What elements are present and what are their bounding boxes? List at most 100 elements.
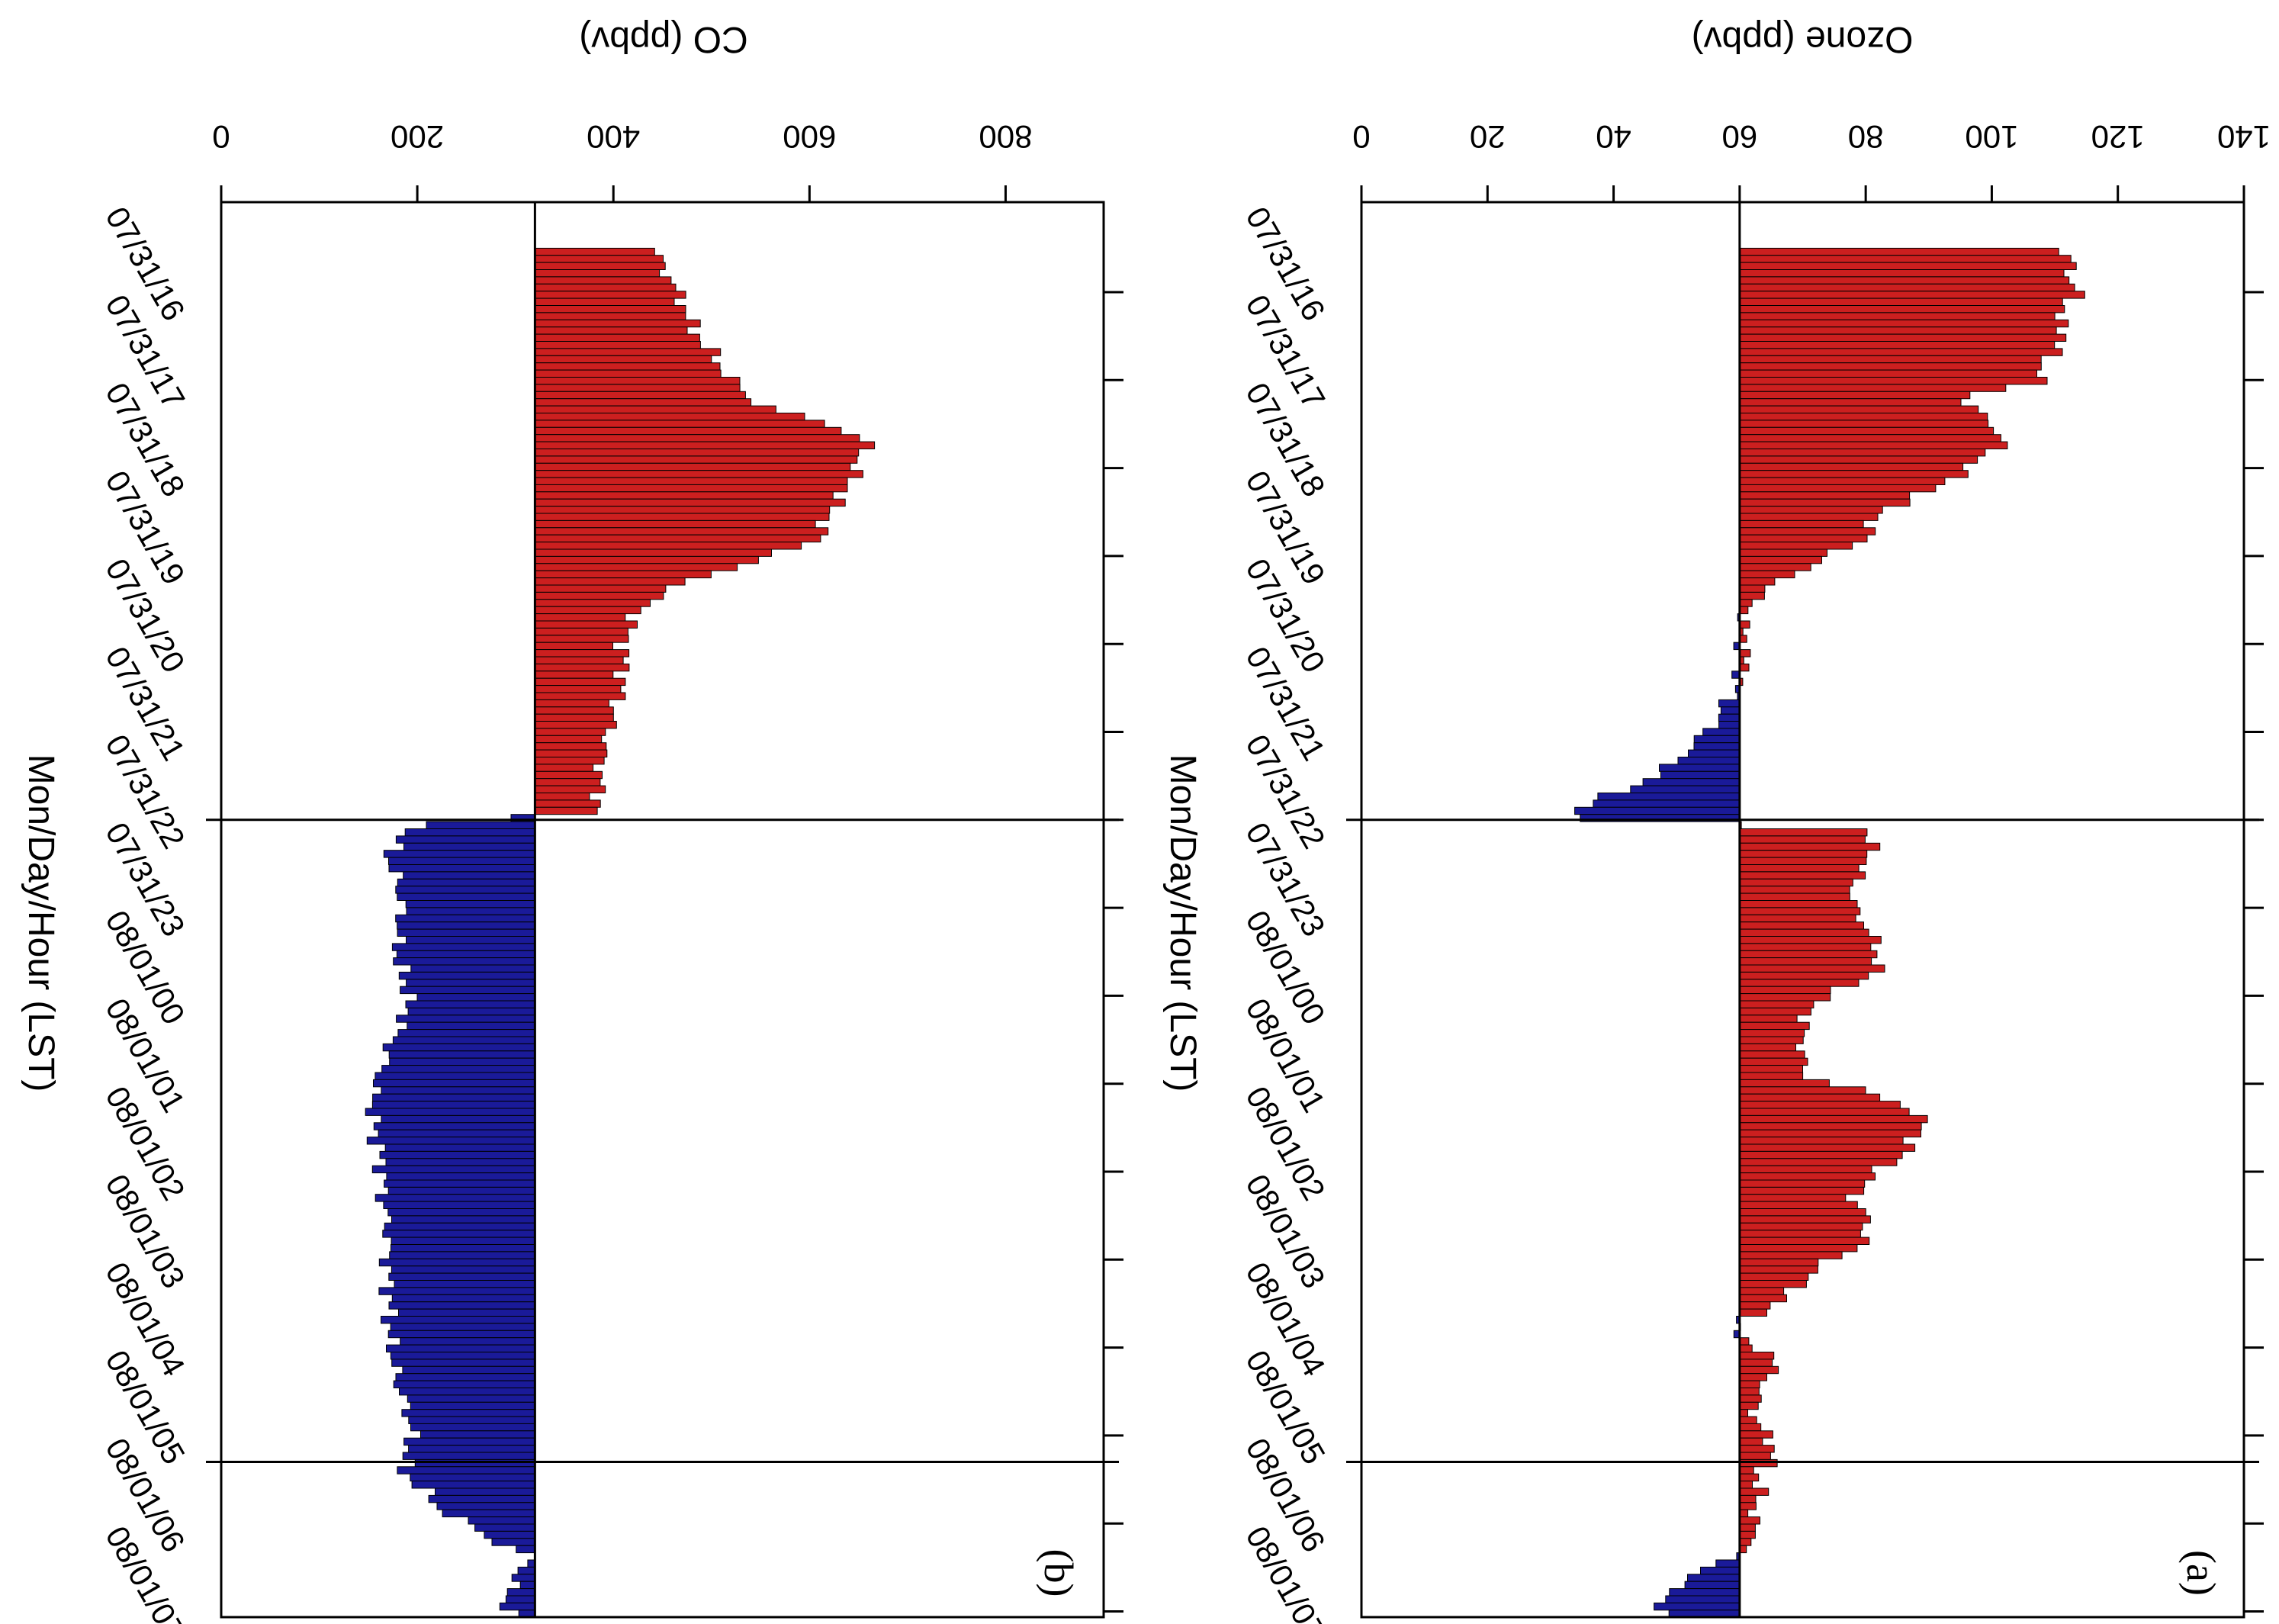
ozone-bar	[1739, 1523, 1756, 1532]
co-bar	[395, 835, 535, 844]
ozone-bars	[1574, 247, 2085, 1618]
co-bar	[365, 1108, 535, 1116]
ozone-bar	[1739, 1445, 1775, 1453]
ozone-bar	[1739, 620, 1750, 629]
co-bar	[405, 900, 535, 908]
ozone-bar	[1739, 326, 2057, 335]
co-bar	[534, 326, 688, 335]
ozone-bar	[1739, 864, 1860, 873]
co-bar	[499, 1602, 535, 1611]
co-bar	[388, 1301, 535, 1310]
co-bar	[384, 1179, 535, 1188]
co-bar	[534, 584, 667, 593]
co-bar	[384, 1143, 535, 1152]
ozone-bar	[1720, 706, 1741, 715]
ozone-bar	[1739, 1437, 1763, 1446]
co-bar	[534, 426, 842, 436]
co-bar	[373, 1122, 535, 1130]
ozone-bar	[1739, 348, 2063, 356]
co-y-axis-title: CO (ppbv)	[579, 19, 747, 59]
co-bar	[391, 943, 535, 951]
co-bar	[411, 1481, 535, 1489]
co-bar	[534, 699, 609, 708]
co-bar	[534, 757, 605, 765]
ozone-bar	[1739, 1380, 1760, 1388]
ozone-bar	[1739, 1043, 1796, 1052]
ozone-bar	[1739, 1236, 1870, 1245]
ozone-bar	[1693, 742, 1741, 751]
co-bar	[435, 1487, 535, 1496]
co-bar	[395, 914, 535, 923]
co-bar	[534, 312, 686, 320]
co-bar	[391, 1359, 535, 1367]
ozone-bar	[1739, 513, 1879, 521]
co-bar	[381, 1065, 535, 1073]
co-bar	[534, 677, 626, 687]
ozone-bar	[1739, 1401, 1759, 1410]
co-bar	[534, 527, 829, 535]
ozone-bar	[1688, 749, 1741, 757]
ozone-bar	[1739, 413, 1988, 421]
co-bar	[381, 1316, 535, 1324]
co-panel-label: (b)	[1036, 1549, 1082, 1597]
ozone-bar	[1739, 1021, 1810, 1031]
ozone-bar	[1739, 434, 2001, 442]
co-bar	[534, 721, 617, 729]
ozone-bar	[1739, 291, 2085, 299]
co-bar	[397, 921, 535, 930]
co-bar	[395, 886, 535, 894]
co-bar	[408, 1416, 535, 1424]
ozone-bar	[1739, 964, 1885, 973]
co-bar	[534, 649, 630, 658]
ozone-bar	[1739, 1452, 1771, 1460]
ozone-bar	[1739, 1516, 1760, 1525]
co-bar	[534, 770, 603, 780]
co-bar	[383, 1201, 535, 1209]
ozone-bar	[1739, 506, 1883, 514]
co-bar	[397, 878, 535, 887]
ozone-bar	[1597, 793, 1741, 801]
co-bar	[403, 1437, 535, 1446]
ozone-bar	[1739, 871, 1866, 880]
co-bar	[505, 1595, 535, 1603]
ozone-bar	[1739, 1194, 1847, 1202]
co-bar	[534, 591, 664, 600]
co-dividers	[206, 818, 1119, 1463]
co-bar	[506, 1588, 535, 1597]
co-bar	[426, 821, 535, 829]
ozone-bar	[1739, 519, 1864, 529]
ozone-bar	[1739, 441, 2008, 449]
co-bar	[403, 871, 535, 880]
ozone-bar	[1739, 1430, 1773, 1439]
co-bar	[534, 685, 622, 693]
ozone-bar	[1660, 770, 1741, 780]
co-bar	[534, 434, 860, 442]
co-bar	[407, 1021, 535, 1031]
ozone-bar	[1739, 542, 1853, 550]
ozone-bar	[1739, 606, 1749, 615]
co-bar	[381, 1114, 535, 1124]
ozone-bar	[1739, 1265, 1818, 1274]
co-bar	[534, 642, 614, 651]
ozone-panel-label: (a)	[2178, 1550, 2224, 1596]
co-bar	[391, 1294, 535, 1303]
co-bar	[395, 1373, 535, 1381]
ozone-bar	[1739, 1373, 1767, 1381]
co-bar	[534, 247, 655, 256]
co-bar	[410, 964, 535, 973]
ozone-bar	[1739, 477, 1946, 485]
ozone-bar	[1739, 455, 1978, 464]
ozone-bar	[1739, 1423, 1762, 1432]
ozone-bar	[1739, 548, 1827, 557]
ozone-bar	[1739, 1409, 1748, 1417]
ozone-bar	[1739, 842, 1881, 851]
ozone-bar	[1739, 1179, 1866, 1188]
ozone-bar	[1739, 1416, 1757, 1424]
ozone-bar	[1739, 491, 1911, 500]
ozone-bar	[1739, 663, 1750, 672]
ozone-bar	[1739, 928, 1869, 937]
ozone-bar	[1739, 892, 1850, 901]
co-bar	[398, 1308, 535, 1317]
co-bar	[519, 1581, 535, 1590]
co-bar	[405, 1000, 535, 1008]
